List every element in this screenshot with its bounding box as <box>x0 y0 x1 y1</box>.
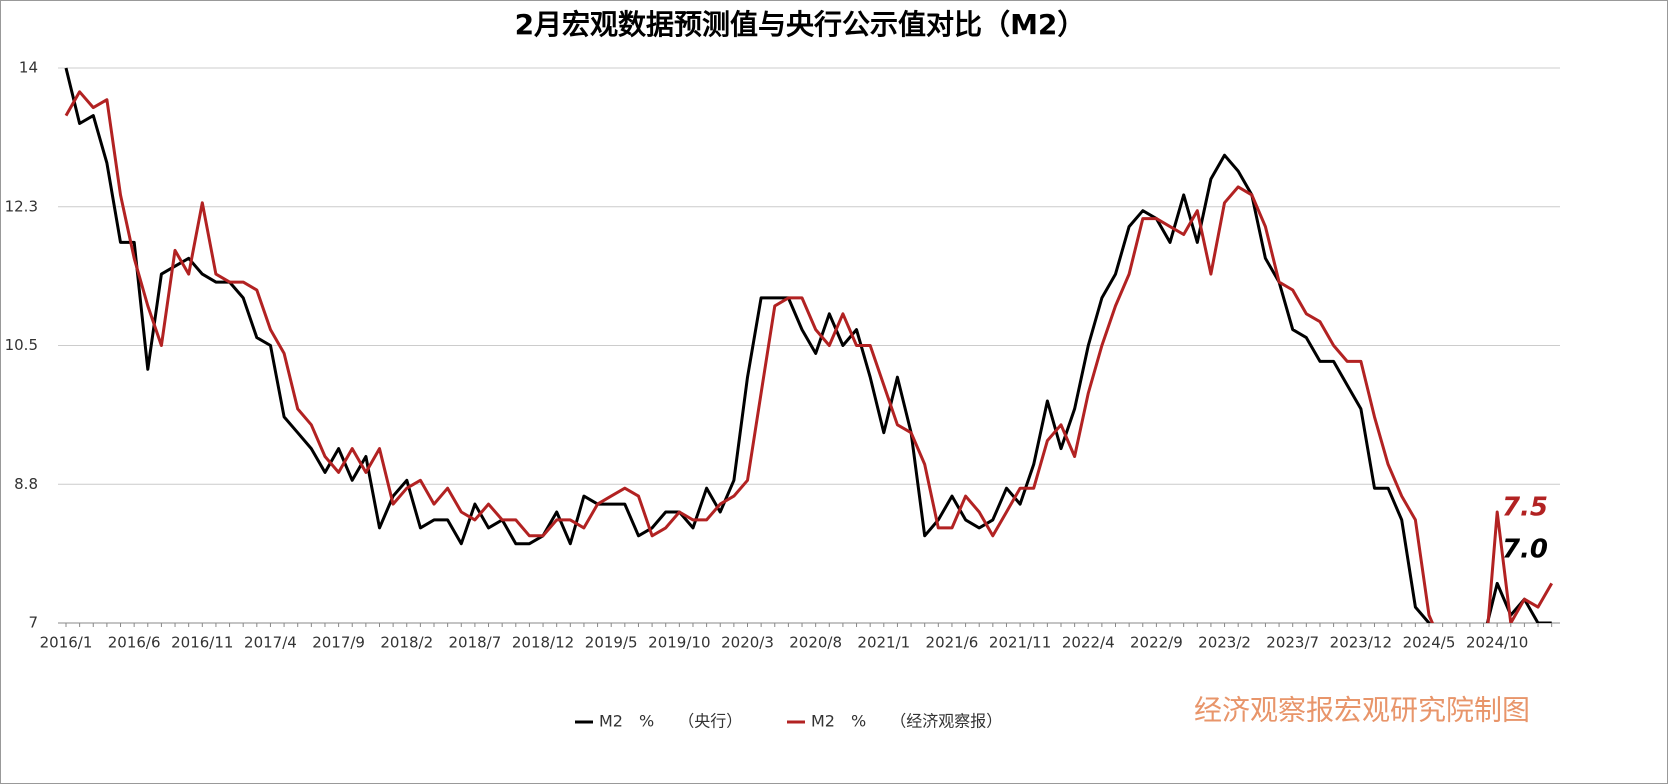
y-tick-label: 7 <box>28 614 38 632</box>
x-tick-label: 2017/9 <box>312 634 365 652</box>
x-tick-label: 2018/7 <box>449 634 502 652</box>
watermark: 经济观察报宏观研究院制图 <box>1194 694 1530 727</box>
y-tick-label: 14 <box>19 59 38 77</box>
y-tick-label: 8.8 <box>14 475 38 493</box>
x-tick-label: 2024/10 <box>1466 634 1528 652</box>
legend-label: M2 % （经济观察报） <box>811 712 1002 731</box>
x-tick-label: 2019/10 <box>648 634 710 652</box>
x-tick-label: 2017/4 <box>244 634 297 652</box>
plot-area <box>64 67 1553 623</box>
x-tick-label: 2021/6 <box>926 634 979 652</box>
x-tick-label: 2023/2 <box>1198 634 1251 652</box>
x-tick-label: 2018/12 <box>512 634 574 652</box>
x-tick-label: 2020/8 <box>789 634 842 652</box>
x-tick-label: 2016/6 <box>108 634 161 652</box>
x-tick-label: 2018/2 <box>380 634 433 652</box>
annotation: 7.0 <box>1502 535 1548 565</box>
chart-title: 2月宏观数据预测值与央行公示值对比（M2） <box>515 8 1086 41</box>
x-tick-label: 2016/11 <box>171 634 233 652</box>
x-tick-label: 2020/3 <box>721 634 774 652</box>
series-line <box>64 90 1553 623</box>
x-tick-label: 2016/1 <box>40 634 93 652</box>
x-tick-label: 2023/12 <box>1330 634 1392 652</box>
x-tick-label: 2021/11 <box>989 634 1051 652</box>
x-tick-label: 2019/5 <box>585 634 638 652</box>
series-line <box>64 67 1552 623</box>
legend-label: M2 % （央行） <box>599 712 742 731</box>
annotation: 7.5 <box>1502 493 1548 523</box>
x-tick-label: 2022/4 <box>1062 634 1115 652</box>
y-tick-label: 10.5 <box>5 336 38 354</box>
x-tick-label: 2024/5 <box>1403 634 1456 652</box>
y-tick-label: 12.3 <box>5 197 38 215</box>
x-tick-label: 2023/7 <box>1266 634 1319 652</box>
x-tick-label: 2022/9 <box>1130 634 1183 652</box>
x-tick-label: 2021/1 <box>857 634 910 652</box>
